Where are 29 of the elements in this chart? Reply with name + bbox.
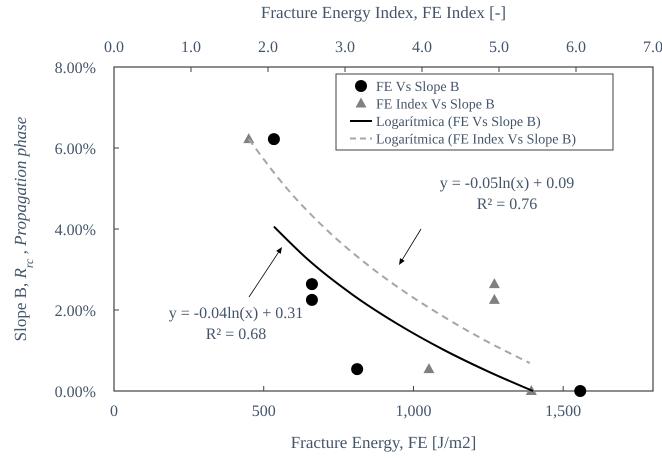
x2-tick-label: 1.0 bbox=[181, 39, 201, 56]
x-tick-label: 500 bbox=[252, 403, 276, 420]
x2-tick-label: 5.0 bbox=[489, 39, 509, 56]
y-tick-label: 6.00% bbox=[54, 141, 96, 158]
x-axis-title: Fracture Energy, FE [J/m2] bbox=[290, 433, 476, 452]
y-tick-label: 8.00% bbox=[54, 60, 96, 77]
legend-label: Logarítmica (FE Vs Slope B) bbox=[376, 115, 541, 130]
point bbox=[268, 133, 280, 146]
y-tick-label: 0.00% bbox=[54, 384, 96, 401]
point bbox=[306, 294, 318, 306]
legend-label: Logarítmica (FE Index Vs Slope B) bbox=[376, 132, 576, 148]
point bbox=[306, 278, 318, 290]
x2-axis-title: Fracture Energy Index, FE Index [-] bbox=[260, 3, 506, 22]
x-tick-label: 1,000 bbox=[395, 403, 432, 420]
y-tick-label: 2.00% bbox=[54, 303, 96, 320]
x2-tick-label: 2.0 bbox=[258, 39, 278, 56]
y-tick-label: 4.00% bbox=[54, 222, 96, 239]
x2-tick-label: 4.0 bbox=[412, 39, 432, 56]
legend-label: FE Index Vs Slope B bbox=[376, 98, 495, 112]
point bbox=[574, 385, 586, 397]
point bbox=[351, 363, 364, 376]
annotation: y = -0.05ln(x) + 0.09 R² = 0.76 bbox=[440, 175, 574, 213]
x-tick-label: 0 bbox=[110, 403, 118, 420]
x-tick-label: 1,500 bbox=[545, 403, 582, 420]
x2-tick-label: 6.0 bbox=[566, 39, 586, 56]
x2-tick-label: 0.0 bbox=[104, 39, 124, 56]
annotation: y = -0.04ln(x) + 0.31 R² = 0.68 bbox=[168, 305, 304, 343]
x2-tick-label: 3.0 bbox=[335, 39, 355, 56]
legend-label: FE Vs Slope B bbox=[376, 80, 460, 95]
